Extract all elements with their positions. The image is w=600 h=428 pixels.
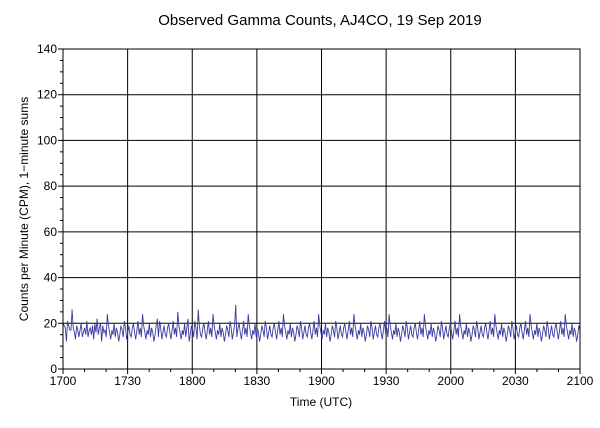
axis-ticks (58, 48, 581, 374)
y-tick-label: 60 (44, 225, 58, 239)
y-tick-label: 120 (37, 88, 57, 102)
series-line (62, 304, 581, 342)
y-tick-label: 20 (44, 316, 58, 330)
x-tick-label: 2030 (502, 374, 529, 388)
x-tick-label: 1730 (114, 374, 141, 388)
y-axis-label: Counts per Minute (CPM), 1−minute sums (17, 97, 31, 321)
y-tick-label: 80 (44, 179, 58, 193)
series-layer (62, 304, 581, 342)
x-tick-label: 1700 (50, 374, 77, 388)
chart-title: Observed Gamma Counts, AJ4CO, 19 Sep 201… (158, 12, 482, 29)
y-tick-labels: 0 20 40 60 80 100 120 140 (37, 42, 57, 376)
x-tick-label: 1900 (308, 374, 335, 388)
grid-lines (63, 49, 580, 369)
x-tick-label: 2000 (437, 374, 464, 388)
x-axis-label: Time (UTC) (290, 395, 352, 409)
y-tick-label: 100 (37, 133, 57, 147)
y-tick-label: 140 (37, 42, 57, 56)
x-tick-label: 1800 (179, 374, 206, 388)
y-tick-label: 0 (50, 362, 57, 376)
x-tick-label: 1830 (244, 374, 271, 388)
x-tick-label: 2100 (567, 374, 594, 388)
y-tick-label: 40 (44, 271, 58, 285)
x-tick-label: 1930 (373, 374, 400, 388)
x-tick-labels: 1700 1730 1800 1830 1900 1930 2000 2030 2100 (50, 374, 594, 388)
